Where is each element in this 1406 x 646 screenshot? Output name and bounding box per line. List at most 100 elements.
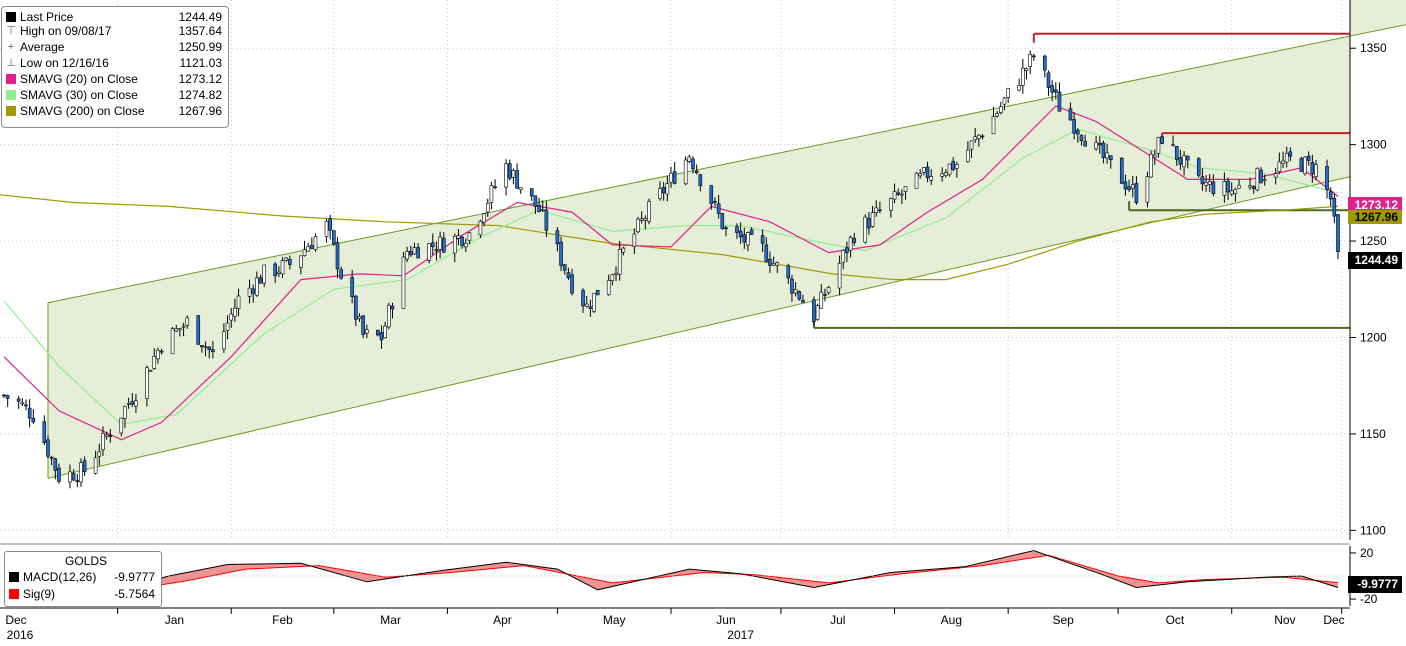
candle-body	[1079, 135, 1084, 141]
candle-body	[1075, 130, 1080, 135]
macd-y-tick-label: 20	[1360, 546, 1374, 560]
candle-body	[467, 232, 472, 242]
candle-body	[185, 317, 190, 326]
candle-body	[559, 241, 563, 266]
candle-body	[493, 186, 497, 189]
candle-body	[79, 462, 83, 483]
candle-body	[438, 236, 442, 250]
candle-body	[24, 404, 28, 407]
candle-body	[929, 176, 934, 181]
candle-body	[1145, 176, 1150, 203]
candle-body	[669, 172, 673, 183]
square-icon	[6, 12, 16, 22]
candle-body	[247, 287, 252, 297]
candle-body	[581, 290, 585, 307]
candlestick-series	[2, 50, 1340, 489]
candle-body	[665, 183, 670, 195]
candle-body	[562, 264, 567, 271]
candle-body	[379, 332, 384, 341]
candle-body	[31, 418, 36, 423]
candle-body	[68, 471, 72, 483]
candle-body	[1248, 185, 1252, 188]
candle-body	[720, 213, 725, 229]
candle-body	[401, 256, 406, 309]
candle-body	[1314, 164, 1318, 177]
candle-body	[1299, 158, 1304, 172]
candle-body	[350, 277, 354, 297]
y-tick-label: 1250	[1360, 234, 1387, 248]
candle-body	[159, 350, 164, 353]
candle-body	[1134, 183, 1139, 203]
candle-body	[46, 439, 50, 457]
candle-body	[1156, 137, 1161, 154]
square-icon	[9, 589, 19, 599]
legend-row-high: ⊤ High on 09/08/17 1357.64	[6, 24, 222, 38]
candle-body	[746, 232, 750, 246]
candle-body	[841, 249, 846, 263]
candle-body	[233, 307, 237, 317]
candle-body	[313, 236, 318, 250]
candle-body	[969, 140, 974, 150]
x-month-label: Oct	[1166, 613, 1185, 627]
y-tick-label: 1100	[1360, 523, 1386, 537]
candle-body	[1211, 181, 1216, 194]
y-tick-label: 1350	[1360, 41, 1387, 55]
candle-body	[108, 435, 113, 437]
candle-body	[1094, 142, 1098, 150]
candle-body	[845, 247, 849, 254]
candle-body	[156, 349, 160, 360]
macd-tag-last: -9.9777	[1348, 576, 1402, 593]
macd-panel	[0, 543, 1350, 606]
moving-averages	[0, 105, 1339, 441]
candle-body	[1259, 169, 1263, 184]
candle-body	[790, 278, 794, 294]
candle-body	[1046, 72, 1051, 88]
candle-body	[1207, 181, 1212, 185]
candle-body	[1057, 91, 1062, 112]
candle-body	[672, 171, 677, 184]
candle-body	[1083, 141, 1087, 147]
candle-body	[207, 346, 212, 350]
candle-body	[119, 417, 124, 434]
candle-body	[900, 193, 904, 196]
candle-body	[288, 259, 292, 265]
candle-body	[691, 158, 695, 170]
candle-body	[482, 213, 486, 223]
candle-body	[614, 272, 618, 275]
candle-body	[405, 251, 409, 260]
candle-body	[643, 218, 648, 221]
candle-body	[335, 242, 340, 270]
candle-body	[1149, 153, 1153, 178]
candle-body	[889, 198, 893, 211]
candle-body	[478, 220, 483, 236]
candle-body	[181, 325, 186, 328]
candle-body	[555, 230, 560, 245]
candle-body	[918, 173, 923, 177]
candle-body	[236, 295, 241, 309]
macd-legend: GOLDS MACD(12,26) -9.9777 Sig(9) -5.7564	[4, 551, 162, 607]
candle-body	[1196, 158, 1201, 176]
candle-body	[694, 170, 699, 174]
candle-body	[925, 166, 930, 178]
candle-body	[255, 277, 259, 296]
candle-body	[793, 289, 798, 294]
x-month-label: May	[603, 613, 626, 627]
candle-body	[1054, 89, 1058, 93]
legend-row-last-price: Last Price 1244.49	[2, 9, 228, 25]
candle-body	[1310, 161, 1315, 175]
candle-body	[966, 149, 970, 162]
candle-body	[1160, 136, 1164, 144]
candle-body	[848, 237, 853, 251]
candle-body	[1182, 155, 1186, 168]
candle-body	[1024, 68, 1029, 71]
sma200-line	[0, 194, 1339, 281]
candle-body	[771, 262, 776, 266]
candle-body	[940, 173, 944, 177]
candle-body	[1255, 168, 1260, 191]
square-icon	[6, 90, 16, 100]
candle-body	[104, 434, 109, 437]
candle-body	[2, 394, 6, 397]
candle-body	[786, 265, 791, 279]
legend-row-signal: Sig(9) -5.7564	[5, 586, 161, 602]
candle-body	[408, 251, 413, 256]
